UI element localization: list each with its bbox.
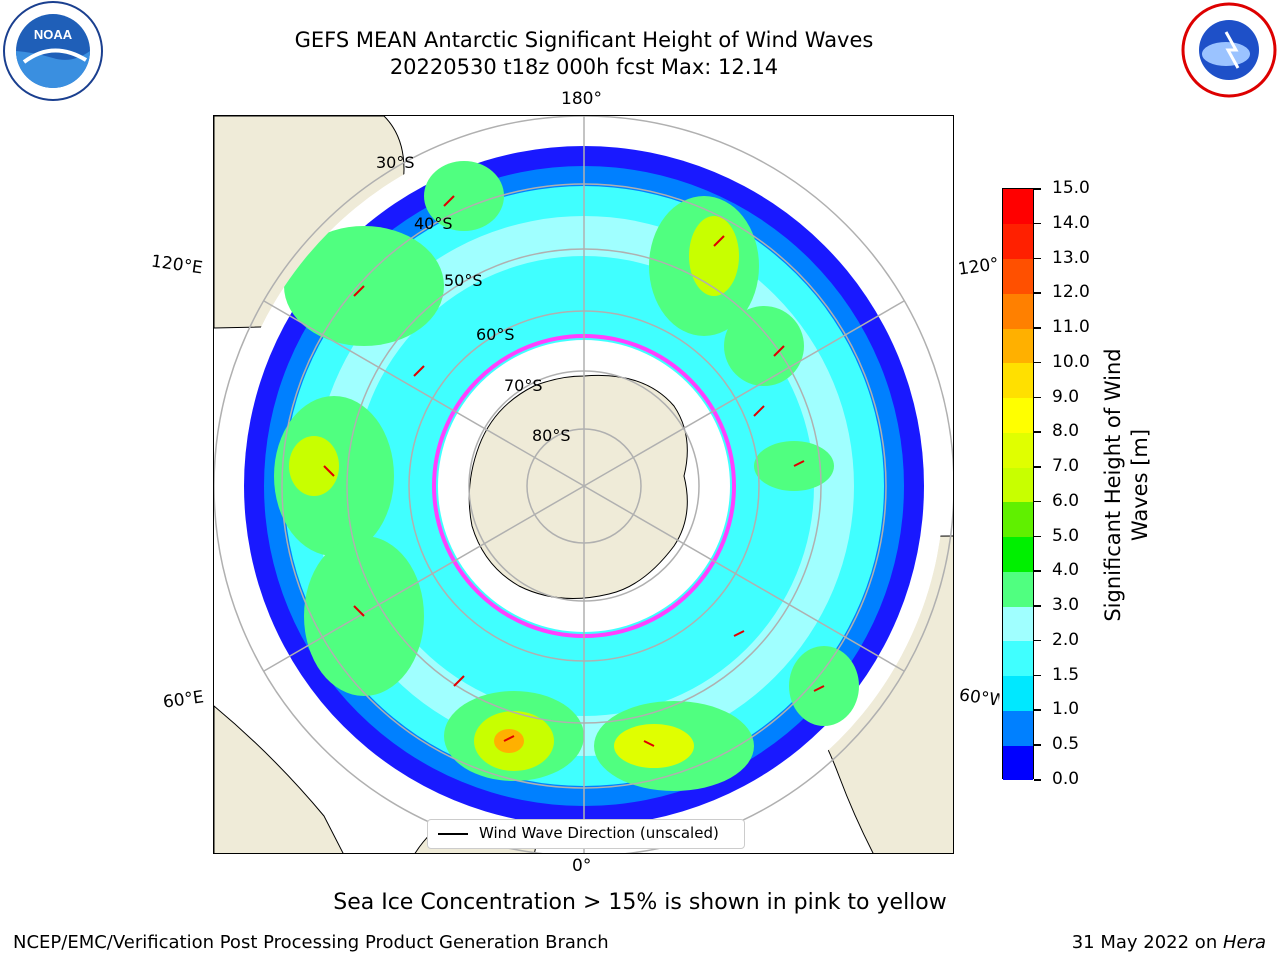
colorbar-tick [1034, 188, 1041, 190]
lon-label-60e: 60°E [161, 687, 206, 713]
colorbar-tick-label: 13.0 [1052, 247, 1090, 268]
colorbar-segment [1003, 501, 1033, 538]
colorbar-tick [1034, 744, 1041, 746]
lat-label-70: 70°S [504, 376, 543, 395]
polar-map: 30°S 40°S 50°S 60°S 70°S 80°S Wind Wave … [213, 115, 954, 854]
sea-ice-note: Sea Ice Concentration > 15% is shown in … [333, 890, 947, 915]
colorbar-tick-label: 2.0 [1052, 629, 1080, 650]
polar-map-canvas: 30°S 40°S 50°S 60°S 70°S 80°S [214, 116, 953, 853]
lon-label-120e: 120°E [149, 251, 204, 279]
map-legend: Wind Wave Direction (unscaled) [427, 819, 745, 849]
colorbar-tick-label: 9.0 [1052, 386, 1080, 407]
colorbar-tick-label: 12.0 [1052, 282, 1090, 303]
colorbar-tick-label: 5.0 [1052, 525, 1080, 546]
graticule [214, 116, 953, 853]
lon-label-0: 0° [572, 856, 592, 876]
colorbar-tick [1034, 535, 1041, 538]
land-antarctica [468, 374, 688, 599]
colorbar-segment [1003, 571, 1033, 607]
run-date: 31 May 2022 on Hera [1072, 932, 1266, 953]
run-date-text: 31 May 2022 on [1071, 932, 1223, 953]
nws-logo [1181, 2, 1277, 98]
lat-label-40: 40°S [414, 214, 453, 233]
colorbar-tick [1034, 500, 1041, 503]
colorbar-tick-label: 4.0 [1052, 560, 1080, 581]
colorbar-tick-label: 1.5 [1052, 664, 1080, 685]
colorbar-tick [1034, 431, 1041, 433]
colorbar-segment [1003, 293, 1033, 329]
legend-text: Wind Wave Direction (unscaled) [479, 824, 719, 842]
colorbar-segment [1003, 362, 1033, 399]
colorbar-tick [1034, 257, 1041, 260]
colorbar-tick-label: 6.0 [1052, 490, 1080, 511]
colorbar-segment [1003, 223, 1033, 259]
colorbar-tick-label: 0.0 [1052, 769, 1080, 789]
colorbar-tick-label: 15.0 [1052, 178, 1090, 198]
svg-text:NOAA: NOAA [34, 27, 73, 42]
colorbar-tick [1034, 466, 1041, 468]
noaa-logo: NOAA [3, 1, 103, 101]
colorbar-tick [1034, 222, 1041, 225]
colorbar-tick [1034, 709, 1041, 711]
lon-label-180: 180° [561, 89, 602, 109]
lat-label-50: 50°S [444, 271, 483, 290]
colorbar-segment [1003, 710, 1033, 746]
colorbar-tick [1034, 779, 1041, 781]
colorbar-tick-label: 14.0 [1052, 212, 1090, 233]
chart-title: GEFS MEAN Antarctic Significant Height o… [294, 28, 874, 52]
colorbar-tick-label: 3.0 [1052, 595, 1080, 616]
colorbar-segment [1003, 675, 1033, 711]
colorbar-tick [1034, 396, 1041, 399]
lat-label-30: 30°S [376, 153, 415, 172]
colorbar-segment [1003, 432, 1033, 468]
wind-arrows [323, 195, 825, 747]
colorbar-segment [1003, 536, 1033, 572]
colorbar-segment [1003, 745, 1033, 781]
chart-subtitle: 20220530 t18z 000h fcst Max: 12.14 [389, 55, 779, 79]
colorbar-tick [1034, 327, 1041, 329]
colorbar-segment [1003, 467, 1033, 503]
colorbar-title: Significant Height of Wind Waves [m] [1101, 348, 1152, 622]
colorbar-tick [1034, 292, 1041, 294]
colorbar-tick-label: 1.0 [1052, 699, 1080, 720]
colorbar-tick [1034, 639, 1041, 642]
lat-label-60: 60°S [476, 325, 515, 344]
colorbar-tick-label: 10.0 [1052, 351, 1090, 372]
colorbar-tick [1034, 674, 1041, 677]
colorbar [1002, 188, 1034, 781]
colorbar-segment [1003, 189, 1033, 225]
machine-name: Hera [1222, 932, 1266, 953]
land-africa [214, 705, 344, 853]
colorbar-tick-label: 0.5 [1052, 734, 1080, 755]
lon-label-120w: 120°W [956, 254, 1000, 280]
producer-credit: NCEP/EMC/Verification Post Processing Pr… [13, 932, 609, 953]
lon-label-60w: 60°W [957, 685, 1001, 711]
colorbar-segment [1003, 640, 1033, 677]
colorbar-tick-label: 11.0 [1052, 317, 1090, 338]
colorbar-tick [1034, 570, 1041, 572]
colorbar-tick [1034, 361, 1041, 364]
colorbar-tick [1034, 605, 1041, 607]
colorbar-tick-label: 7.0 [1052, 456, 1080, 477]
colorbar-segment [1003, 606, 1033, 642]
legend-line-swatch [438, 833, 468, 835]
lat-label-80: 80°S [532, 426, 571, 445]
colorbar-tick-label: 8.0 [1052, 421, 1080, 442]
colorbar-segment [1003, 328, 1033, 364]
colorbar-segment [1003, 258, 1033, 294]
colorbar-segment [1003, 397, 1033, 433]
